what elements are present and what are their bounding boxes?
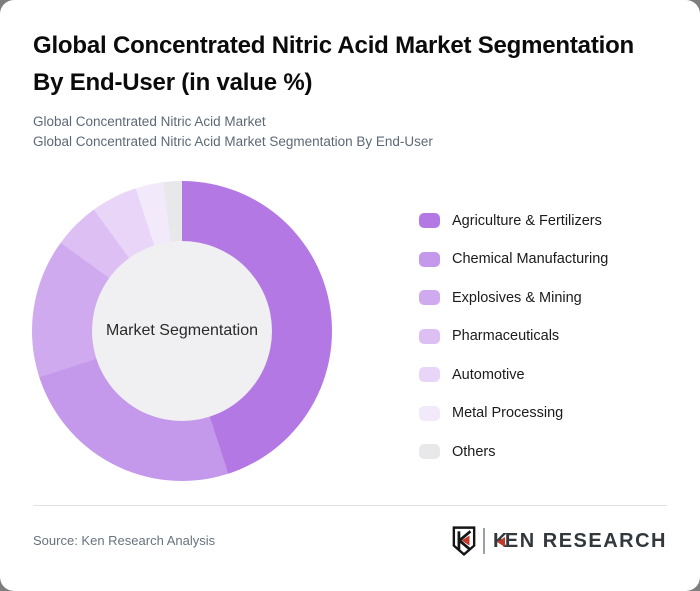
logo-wordmark: K EN RESEARCH <box>493 530 667 553</box>
source-text: Source: Ken Research Analysis <box>33 533 216 548</box>
legend-swatch <box>419 444 440 459</box>
chart-title-line1: Global Concentrated Nitric Acid Market S… <box>33 32 635 59</box>
legend-item: Others <box>419 443 608 460</box>
chart-title: Global Concentrated Nitric Acid Market S… <box>33 27 670 101</box>
legend-label: Explosives & Mining <box>452 289 582 306</box>
chart-subtitle-2: Global Concentrated Nitric Acid Market S… <box>33 134 433 149</box>
logo-red-triangle-icon <box>496 537 505 547</box>
logo-separator <box>482 528 485 554</box>
chart-subtitle-1: Global Concentrated Nitric Acid Market <box>33 114 266 129</box>
legend-swatch <box>419 251 440 267</box>
ken-research-logo: K EN RESEARCH <box>452 524 667 558</box>
chart-subtitles: Global Concentrated Nitric Acid Market G… <box>33 112 670 152</box>
legend-swatch <box>419 367 440 382</box>
legend-swatch <box>419 213 440 228</box>
legend-swatch <box>419 290 440 305</box>
legend-item: Automotive <box>419 366 608 383</box>
legend-label: Others <box>452 443 496 460</box>
legend-item: Agriculture & Fertilizers <box>419 212 608 229</box>
legend-label: Automotive <box>452 366 525 383</box>
donut-hole: Market Segmentation <box>92 241 272 421</box>
legend-label: Metal Processing <box>452 405 564 421</box>
legend-item: Pharmaceuticals <box>419 328 608 344</box>
legend-item: Metal Processing <box>419 405 608 421</box>
chart-legend: Agriculture & Fertilizers Chemical Manufa… <box>419 212 609 460</box>
legend-item: Chemical Manufacturing <box>419 251 609 267</box>
logo-wordmark-rest: EN RESEARCH <box>504 529 667 552</box>
legend-swatch <box>419 405 440 421</box>
legend-label: Pharmaceuticals <box>452 328 560 344</box>
legend-label: Chemical Manufacturing <box>452 251 609 267</box>
legend-swatch <box>419 328 440 344</box>
legend-label: Agriculture & Fertilizers <box>452 212 602 229</box>
legend-item: Explosives & Mining <box>419 289 608 306</box>
ken-research-shield-icon <box>452 526 476 556</box>
footer-divider <box>33 505 667 506</box>
chart-title-line2: By End-User (in value %) <box>33 69 313 96</box>
donut-center-label: Market Segmentation <box>105 322 259 339</box>
donut-chart: Market Segmentation <box>32 181 332 481</box>
